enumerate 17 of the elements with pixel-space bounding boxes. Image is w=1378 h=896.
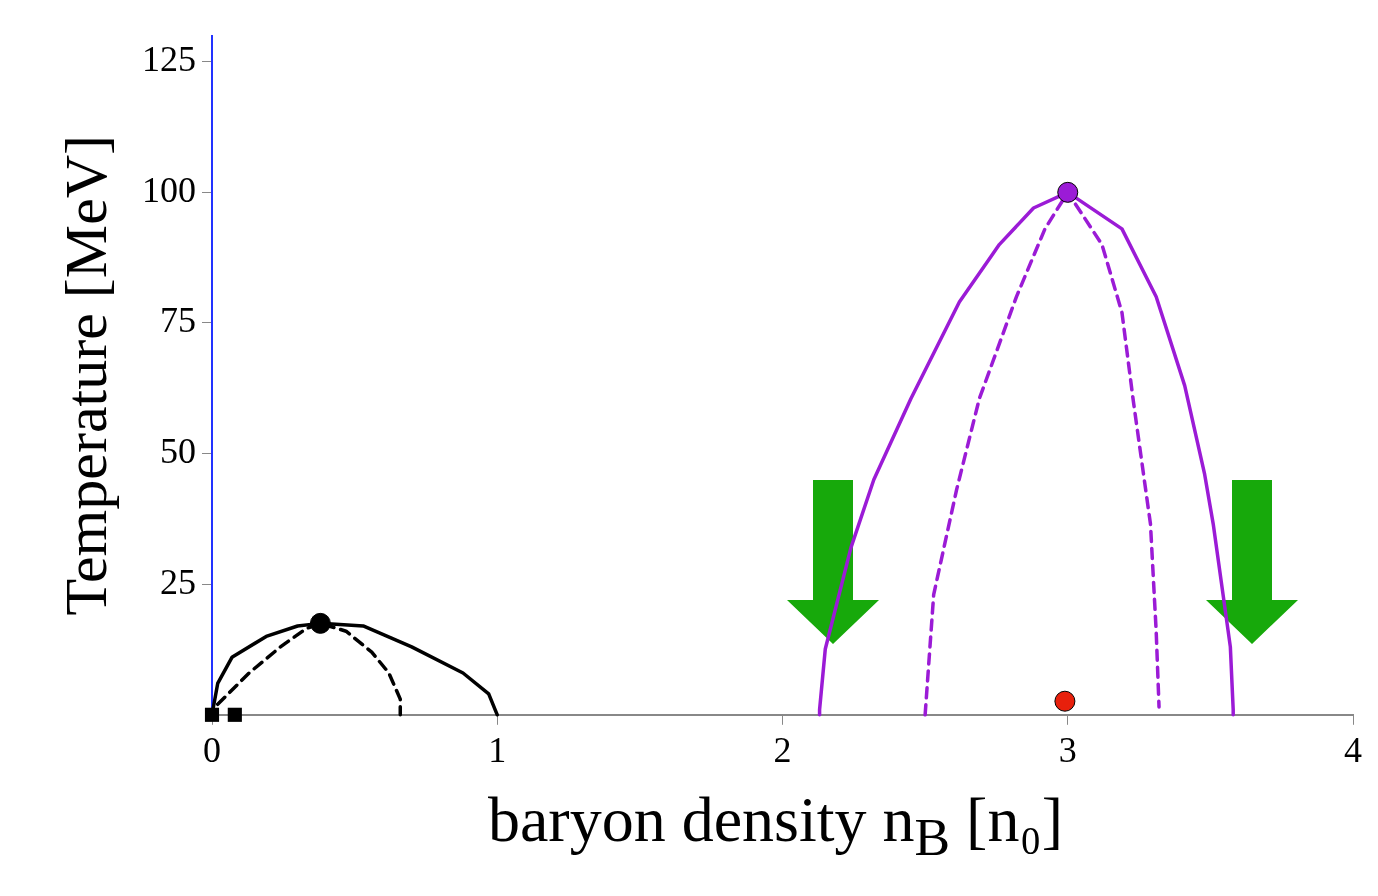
y-tick-label: 100 bbox=[142, 169, 196, 210]
point bbox=[1057, 181, 1079, 203]
y-axis-title: Temperature [MeV] bbox=[52, 134, 119, 616]
x-tick-label: 4 bbox=[1344, 729, 1362, 770]
y-tick-label: 25 bbox=[160, 561, 196, 602]
x-tick-label: 0 bbox=[203, 729, 221, 770]
x-tick-label: 3 bbox=[1058, 729, 1077, 770]
point bbox=[1054, 690, 1076, 712]
x-tick-label: 1 bbox=[488, 729, 507, 770]
y-tick-label: 50 bbox=[160, 431, 196, 472]
point bbox=[227, 707, 242, 722]
x-axis-title: baryon density n$_{B}$ [n₀] bbox=[486, 783, 1065, 869]
y-tick-label: 125 bbox=[142, 39, 196, 80]
x-tick-label: 2 bbox=[773, 729, 792, 770]
point bbox=[309, 612, 331, 634]
y-tick-label: 75 bbox=[160, 300, 196, 341]
point bbox=[204, 707, 220, 722]
